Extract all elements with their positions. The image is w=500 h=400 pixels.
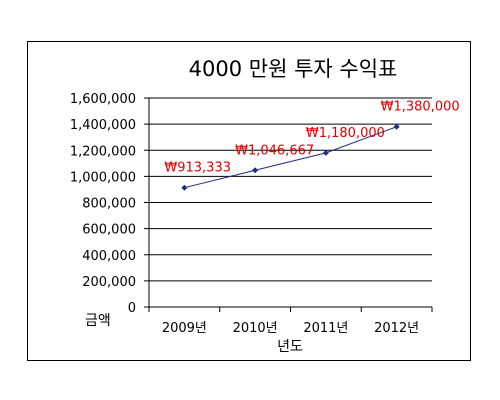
- x-tick-labels: 2009년 2010년 2011년 2012년: [162, 321, 419, 336]
- chart-frame: [27, 41, 471, 361]
- data-point: [322, 149, 329, 156]
- y-axis-label: 금액: [85, 313, 111, 329]
- y-tick-label: 600,000: [82, 223, 136, 238]
- series: [181, 123, 400, 191]
- data-point: [252, 167, 259, 174]
- gridlines: [144, 97, 433, 312]
- data-label: ₩1,380,000: [381, 100, 460, 115]
- y-tick-labels: 1,600,000 1,400,000 1,200,000 1,000,000 800,…: [70, 92, 136, 316]
- data-labels: ₩913,333 ₩1,046,667 ₩1,180,000 ₩1,380,000: [164, 100, 459, 176]
- data-label: ₩1,046,667: [235, 143, 314, 158]
- data-label: ₩913,333: [164, 161, 231, 176]
- chart-title: 4000 만원 투자 수익표: [189, 57, 398, 81]
- x-tick-label: 2009년: [162, 321, 207, 336]
- y-tick-label: 200,000: [82, 275, 136, 290]
- y-tick-label: 1,600,000: [70, 92, 136, 107]
- y-tick-label: 0: [128, 301, 136, 316]
- y-tick-label: 1,200,000: [70, 144, 136, 159]
- x-tick-label: 2010년: [233, 321, 278, 336]
- data-label: ₩1,180,000: [306, 126, 385, 141]
- x-axis-label: 년도: [277, 339, 303, 355]
- series-line: [184, 126, 397, 189]
- y-tick-label: 1,000,000: [70, 170, 136, 185]
- x-tick-label: 2011년: [303, 321, 348, 336]
- data-point: [393, 123, 400, 130]
- y-tick-label: 800,000: [82, 197, 136, 212]
- x-tick-label: 2012년: [374, 321, 419, 336]
- y-tick-label: 400,000: [82, 249, 136, 264]
- data-point: [181, 184, 188, 191]
- y-tick-label: 1,400,000: [70, 118, 136, 133]
